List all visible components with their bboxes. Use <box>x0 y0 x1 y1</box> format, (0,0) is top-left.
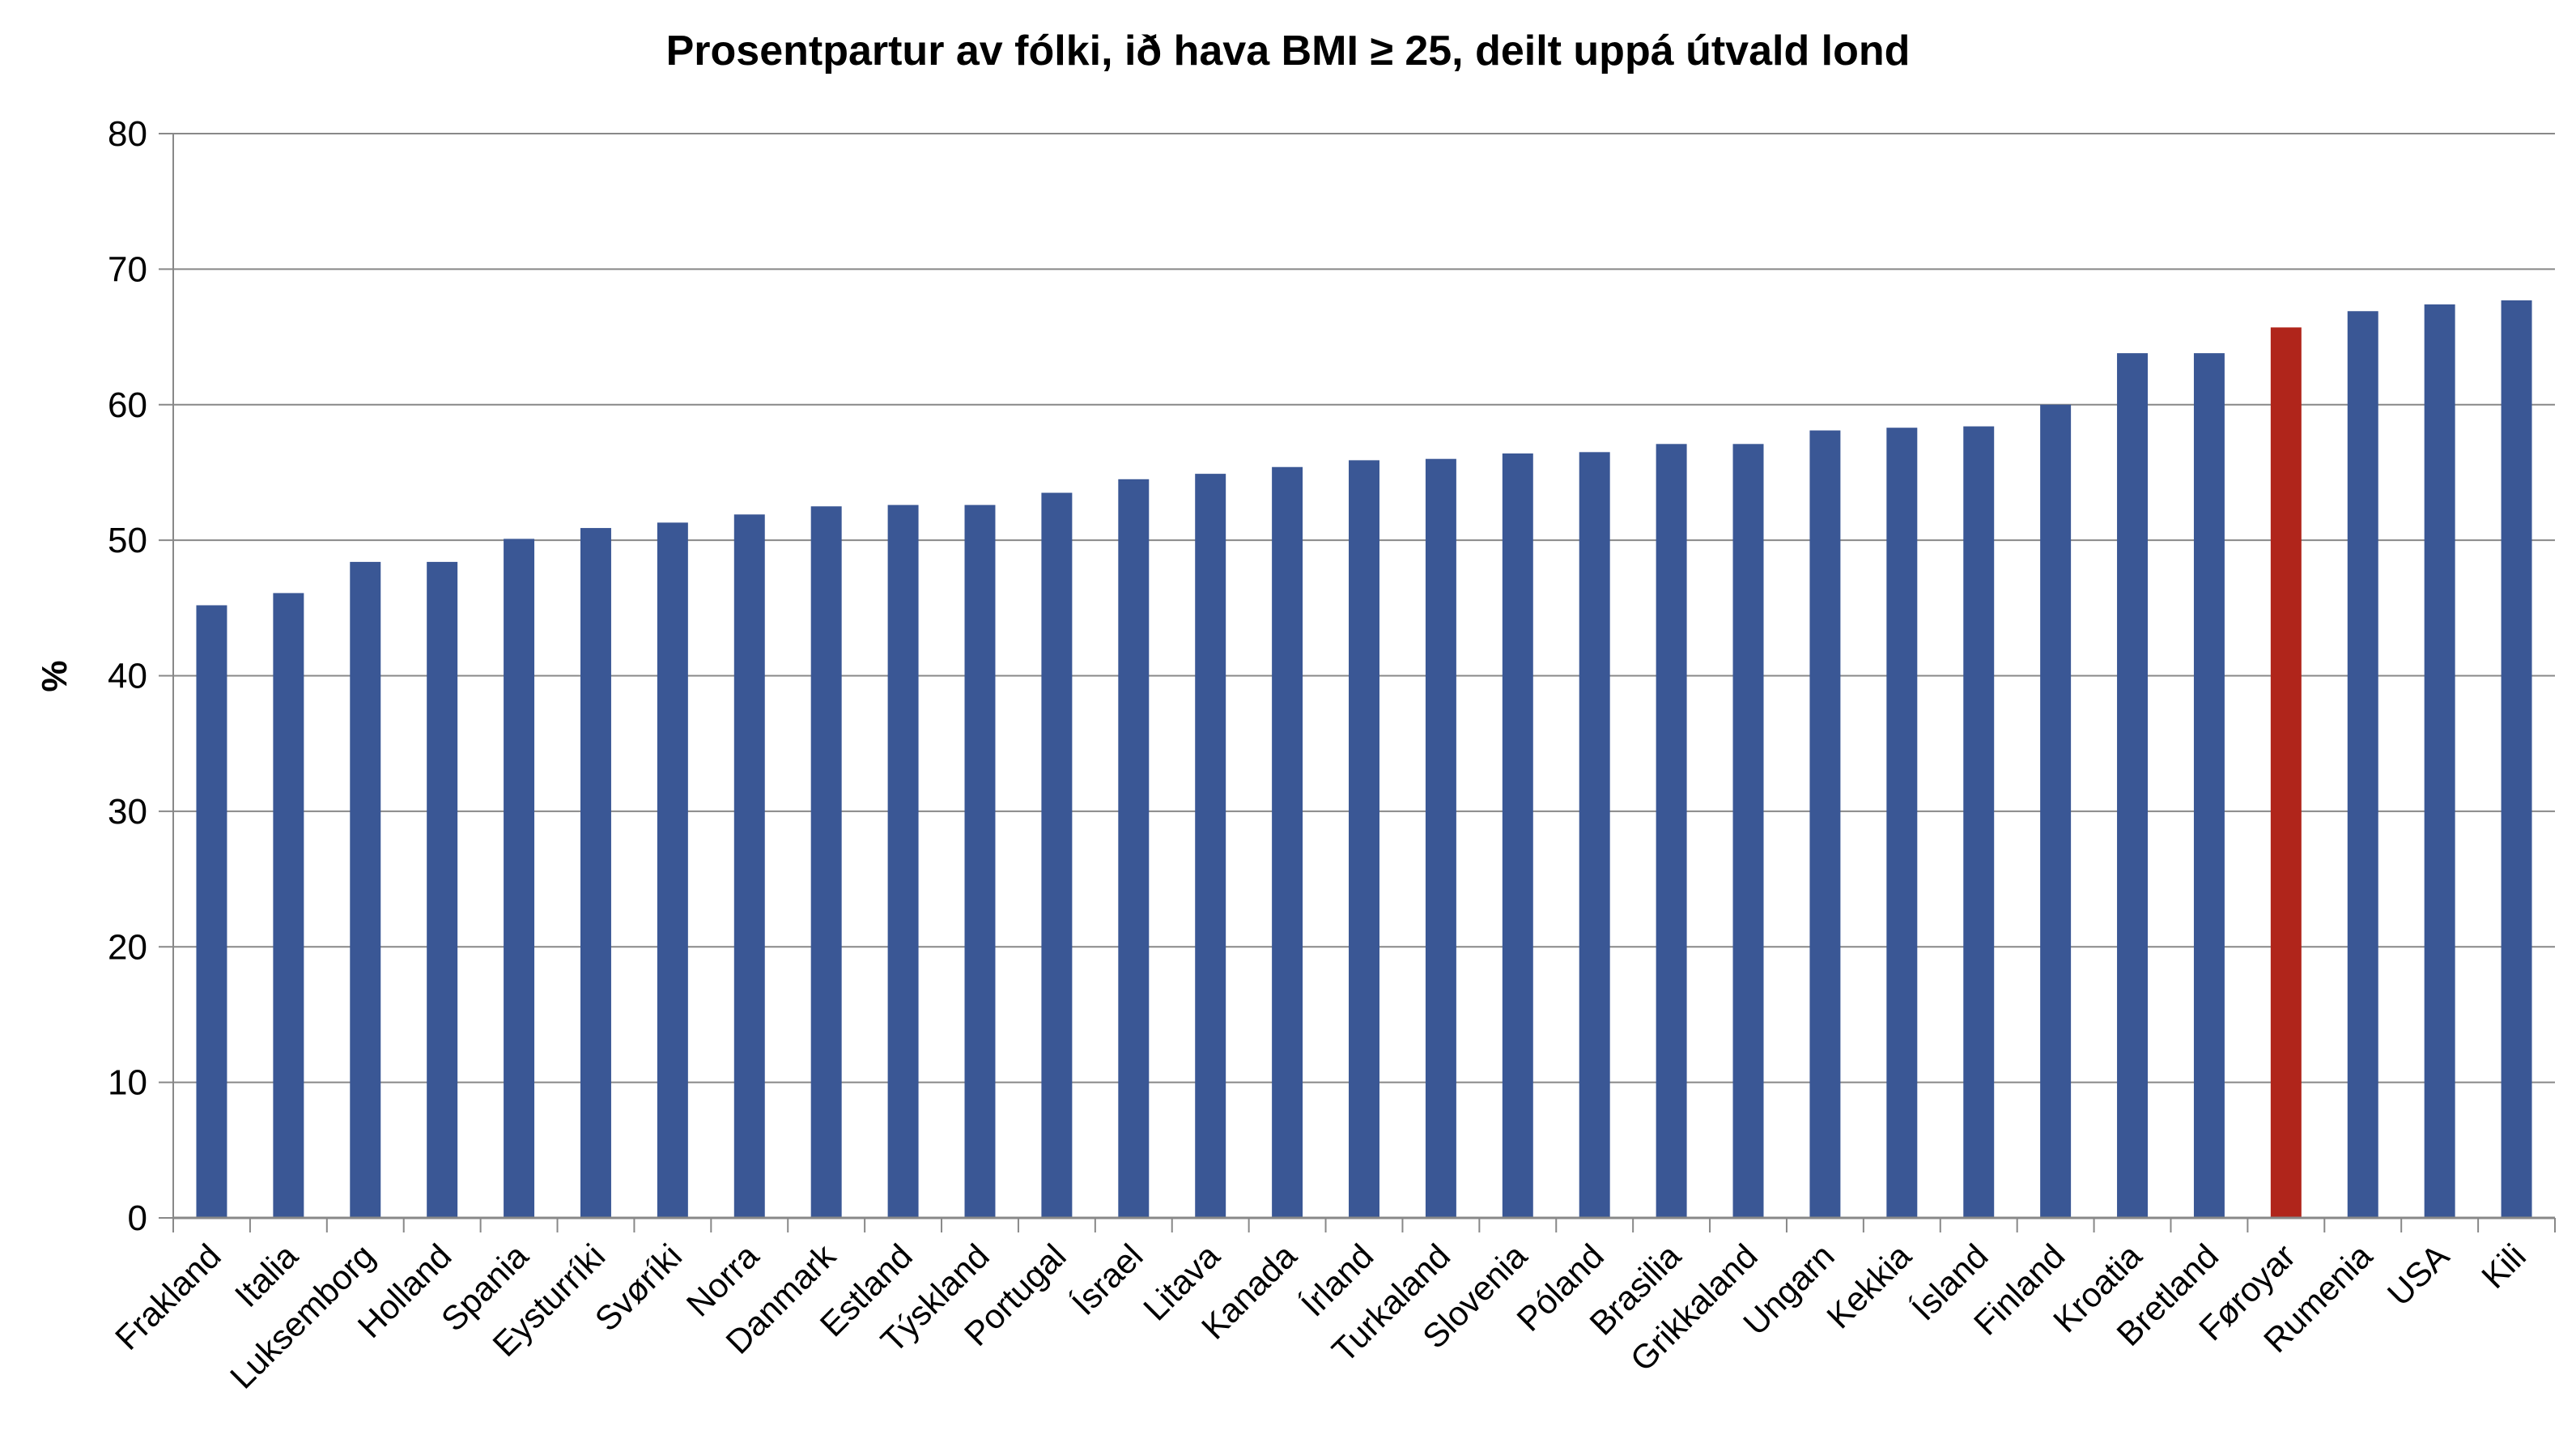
bar-estland <box>887 504 919 1218</box>
y-tick-label: 70 <box>108 249 147 289</box>
x-tick-label: Ísrael <box>1065 1237 1150 1322</box>
y-tick-label: 80 <box>108 114 147 154</box>
y-tick-label: 40 <box>108 657 147 696</box>
bar-føroyar <box>2270 327 2302 1219</box>
bar-ísrael <box>1118 479 1150 1218</box>
bar-írland <box>1349 460 1379 1218</box>
bar-kekkia <box>1886 428 1918 1218</box>
y-axis-label: % <box>35 660 74 692</box>
y-tick-label: 20 <box>108 927 147 967</box>
bar-rumenia <box>2347 311 2378 1219</box>
y-tick-label: 10 <box>108 1063 147 1103</box>
bar-grikkaland <box>1732 444 1764 1218</box>
bar-turkaland <box>1425 458 1456 1218</box>
x-tick-label: Svøríki <box>588 1237 690 1339</box>
bar-norra <box>733 514 765 1218</box>
bar-usa <box>2424 304 2455 1219</box>
y-tick-label: 60 <box>108 385 147 425</box>
bar-eysturríki <box>580 528 611 1218</box>
y-tick-label: 0 <box>128 1198 147 1238</box>
x-tick-label: Frakland <box>108 1237 228 1357</box>
bar-luksemborg <box>350 561 381 1218</box>
bar-spania <box>504 538 535 1218</box>
bar-kanada <box>1272 466 1303 1218</box>
bar-holland <box>427 561 458 1218</box>
y-tick-label: 30 <box>108 792 147 832</box>
x-tick-label: Kili <box>2474 1237 2533 1296</box>
bar-danmark <box>810 506 842 1218</box>
bar-brasilia <box>1656 444 1687 1218</box>
x-tick-label: Kekkia <box>1819 1237 1919 1336</box>
bar-kroatia <box>2117 353 2149 1219</box>
bar-týskland <box>964 504 996 1218</box>
bar-ungarn <box>1809 430 1841 1218</box>
chart-title: Prosentpartur av fólki, ið hava BMI ≥ 25… <box>666 28 1911 74</box>
bar-kili <box>2501 300 2532 1219</box>
bar-portugal <box>1041 492 1073 1218</box>
bar-póland <box>1579 452 1610 1218</box>
x-tick-label: USA <box>2380 1237 2456 1313</box>
bar-frakland <box>196 605 227 1218</box>
bar-slovenia <box>1502 453 1533 1218</box>
bar-ísland <box>1963 426 1995 1218</box>
bar-litava <box>1195 474 1226 1218</box>
y-tick-label: 50 <box>108 521 147 560</box>
bar-italia <box>273 593 304 1218</box>
bar-finland <box>2040 404 2072 1218</box>
bar-svøríki <box>657 522 688 1218</box>
bar-bretland <box>2193 353 2225 1219</box>
